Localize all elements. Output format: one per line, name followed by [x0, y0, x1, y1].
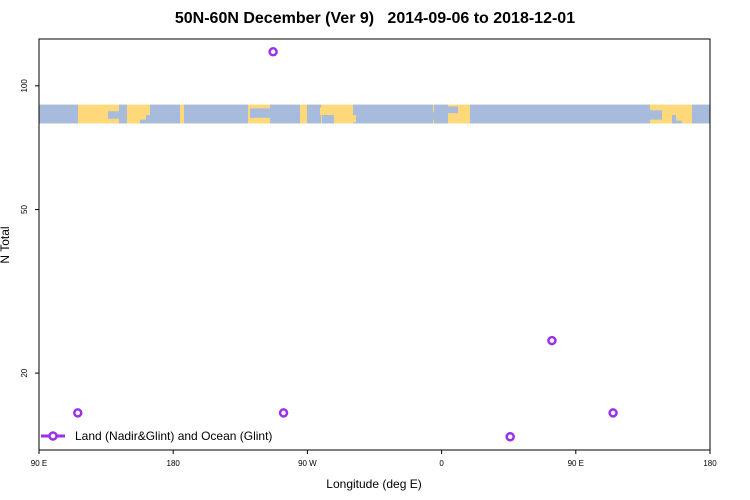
map-coast — [438, 106, 458, 114]
x-tick-label: 0 — [439, 459, 444, 468]
data-point — [547, 335, 557, 346]
map-coast — [425, 112, 437, 120]
map-strip — [39, 104, 710, 124]
map-coast — [322, 114, 334, 124]
y-tick-label: 50 — [20, 205, 29, 214]
map-coast — [250, 108, 272, 118]
x-axis-ticks: 90 E 180 90 W 0 90 E 180 — [31, 450, 717, 468]
data-point — [73, 408, 83, 418]
map-ocean — [520, 104, 650, 124]
x-tick-label: 90 W — [298, 459, 317, 468]
plot-frame — [38, 38, 711, 451]
x-tick-label: 90 E — [568, 459, 584, 468]
y-tick-label: 20 — [20, 368, 29, 377]
data-point — [608, 408, 618, 418]
legend: Land (Nadir&Glint) and Ocean (Glint) — [41, 429, 272, 443]
y-axis-title: N Total — [0, 226, 12, 263]
map-land-island — [320, 107, 328, 115]
legend-label: Land (Nadir&Glint) and Ocean (Glint) — [75, 429, 272, 443]
map-ocean — [39, 104, 78, 124]
map-ocean — [270, 104, 300, 124]
map-coast — [108, 111, 120, 119]
data-point — [278, 408, 289, 418]
map-ocean — [353, 104, 433, 124]
data-points — [73, 47, 618, 442]
map-land-island — [676, 105, 684, 121]
map-land-island — [348, 114, 356, 123]
map-coast — [648, 110, 662, 120]
legend-marker — [48, 431, 58, 441]
x-axis-title: Longitude (deg E) — [326, 477, 421, 491]
map-ocean — [470, 104, 520, 124]
y-axis-ticks: 20 50 100 — [20, 79, 39, 378]
map-ocean — [692, 104, 710, 124]
data-point — [268, 47, 278, 57]
data-point — [505, 432, 515, 442]
map-ocean — [119, 104, 127, 124]
map-ocean — [307, 104, 321, 124]
x-tick-label: 180 — [703, 459, 717, 468]
map-land-island — [140, 108, 146, 120]
x-tick-label: 90 E — [31, 459, 47, 468]
chart-title: 50N-60N December (Ver 9) 2014-09-06 to 2… — [174, 10, 576, 27]
x-tick-label: 180 — [167, 459, 181, 468]
map-ocean — [184, 104, 248, 124]
map-ocean — [150, 104, 180, 124]
y-tick-label: 100 — [20, 79, 29, 93]
